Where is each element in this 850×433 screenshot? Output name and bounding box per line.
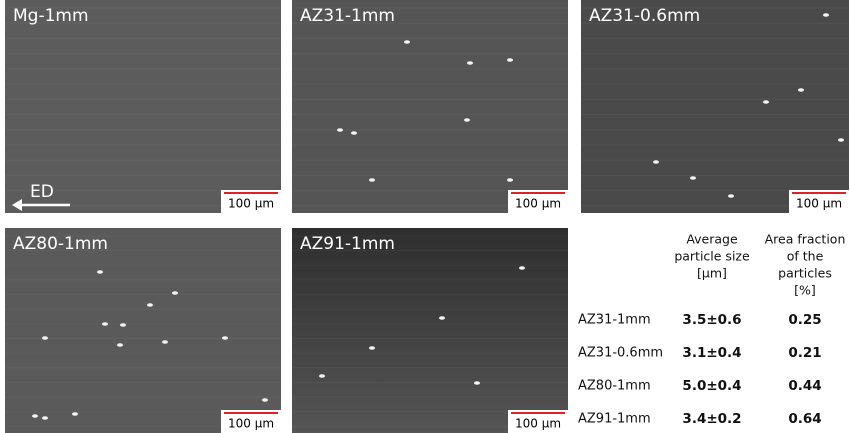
micrograph-panel: AZ31-0.6mm 100 µm bbox=[581, 0, 849, 213]
particle bbox=[507, 58, 513, 62]
particle bbox=[32, 414, 38, 418]
column-header: [µm] bbox=[697, 266, 727, 281]
particle bbox=[823, 13, 829, 17]
particle bbox=[404, 40, 410, 44]
particle bbox=[42, 336, 48, 340]
micrograph bbox=[5, 228, 281, 433]
scale-bar-label: 100 µm bbox=[515, 197, 561, 211]
scale-bar-label: 100 µm bbox=[228, 197, 274, 211]
particle bbox=[474, 381, 480, 385]
cell-value: 0.64 bbox=[788, 411, 821, 427]
particle bbox=[42, 416, 48, 420]
particle bbox=[653, 160, 659, 164]
cell-value: 0.21 bbox=[788, 345, 821, 361]
panel-label: AZ80-1mm bbox=[13, 234, 108, 254]
particle bbox=[369, 178, 375, 182]
particle bbox=[319, 374, 325, 378]
row-name: AZ91-1mm bbox=[578, 412, 651, 427]
particle bbox=[507, 178, 513, 182]
row-name: AZ80-1mm bbox=[578, 379, 651, 394]
panel-label: AZ31-1mm bbox=[300, 6, 395, 26]
cell-value: 5.0±0.4 bbox=[682, 378, 741, 394]
particle bbox=[222, 336, 228, 340]
particle bbox=[337, 128, 343, 132]
micrograph bbox=[292, 228, 568, 433]
column-header: particle size bbox=[674, 249, 750, 264]
particle bbox=[690, 176, 696, 180]
column-header: Average bbox=[686, 232, 738, 247]
column-header: particles bbox=[778, 266, 832, 281]
page: {"panels": [ {"label": "Mg-1mm", "scale_… bbox=[0, 0, 850, 433]
direction-label: ED bbox=[30, 182, 54, 202]
particle bbox=[467, 61, 473, 65]
panel-label: Mg-1mm bbox=[13, 6, 89, 26]
particle bbox=[351, 131, 357, 135]
micrograph-panel: AZ91-1mm 100 µm bbox=[292, 228, 568, 433]
particle bbox=[262, 398, 268, 402]
particle bbox=[97, 270, 103, 274]
cell-value: 3.5±0.6 bbox=[682, 312, 741, 328]
scale-bar-label: 100 µm bbox=[796, 197, 842, 211]
figure: Mg-1mm 100 µm AZ31-1mm 100 µm AZ31-0.6mm 100 … bbox=[0, 0, 850, 433]
micrograph-panel: AZ31-1mm 100 µm bbox=[292, 0, 568, 213]
column-header: [%] bbox=[794, 283, 816, 298]
particle bbox=[72, 412, 78, 416]
particle bbox=[120, 323, 126, 327]
micrograph bbox=[581, 0, 849, 213]
particle bbox=[162, 340, 168, 344]
particle bbox=[439, 316, 445, 320]
particle bbox=[838, 138, 844, 142]
particle bbox=[763, 100, 769, 104]
particle bbox=[102, 322, 108, 326]
column-header: Area fraction bbox=[765, 232, 846, 247]
particle bbox=[172, 291, 178, 295]
panel-label: AZ31-0.6mm bbox=[589, 6, 700, 26]
scale-bar-label: 100 µm bbox=[228, 417, 274, 431]
cell-value: 0.25 bbox=[788, 312, 821, 328]
cell-value: 0.44 bbox=[788, 378, 821, 394]
cell-value: 3.4±0.2 bbox=[682, 411, 741, 427]
panel-label: AZ91-1mm bbox=[300, 234, 395, 254]
particle bbox=[147, 303, 153, 307]
particle bbox=[369, 346, 375, 350]
particle bbox=[464, 118, 470, 122]
micrograph-panel: AZ80-1mm 100 µm bbox=[5, 228, 281, 433]
particle bbox=[117, 343, 123, 347]
cell-value: 3.1±0.4 bbox=[682, 345, 741, 361]
column-header: of the bbox=[787, 249, 824, 264]
particle bbox=[728, 194, 734, 198]
scale-bar-label: 100 µm bbox=[515, 417, 561, 431]
micrograph bbox=[292, 0, 568, 213]
row-name: AZ31-0.6mm bbox=[578, 346, 663, 361]
particle bbox=[798, 88, 804, 92]
row-name: AZ31-1mm bbox=[578, 313, 651, 328]
particle bbox=[519, 266, 525, 270]
